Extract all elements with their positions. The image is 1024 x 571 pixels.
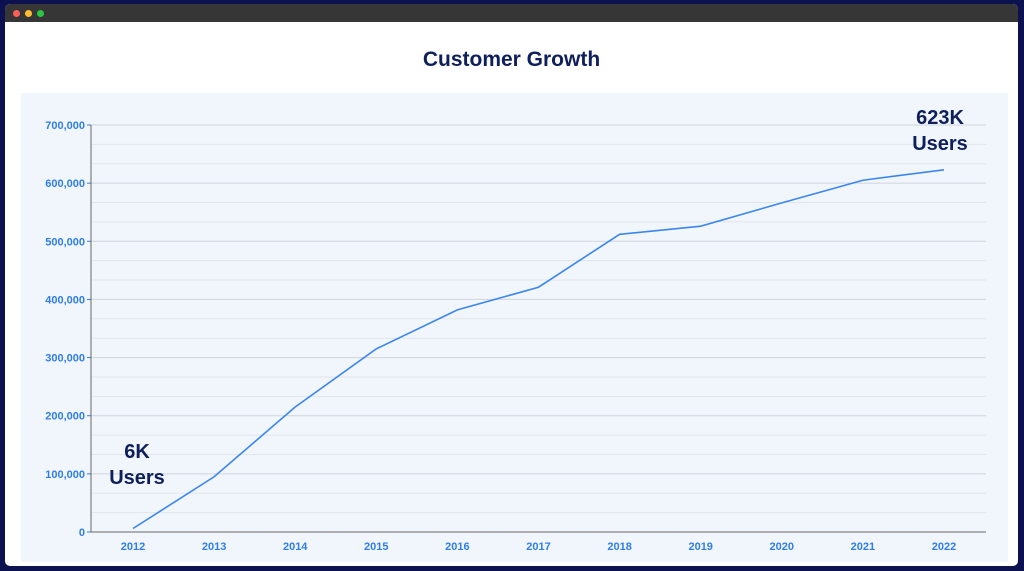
y-tick-label: 600,000 — [45, 178, 85, 190]
x-tick-label: 2019 — [688, 541, 712, 553]
annotation-label: Users — [109, 467, 165, 489]
line-chart: 0 100,000 200,000 300,000 400,000 500,000 600,… — [45, 107, 986, 553]
x-tick-label: 2014 — [283, 541, 308, 553]
browser-window: Customer Growth 0 100,000 200,000 300,000 40… — [5, 4, 1018, 566]
x-tick-label: 2013 — [202, 541, 226, 553]
y-tick-label: 300,000 — [45, 353, 85, 365]
y-tick-label: 200,000 — [45, 411, 85, 423]
x-tick-label: 2015 — [364, 541, 388, 553]
annotation-value: 623K — [916, 107, 964, 129]
annotation-label: Users — [912, 133, 968, 155]
x-tick-label: 2020 — [770, 541, 794, 553]
minimize-button[interactable] — [25, 10, 32, 17]
y-tick-label: 500,000 — [45, 236, 85, 248]
y-tick-label: 400,000 — [45, 294, 85, 306]
series-line — [132, 168, 945, 530]
y-tick-label: 100,000 — [45, 469, 85, 481]
annotation-value: 6K — [124, 441, 150, 463]
x-tick-label: 2017 — [526, 541, 550, 553]
x-tick-label: 2016 — [445, 541, 469, 553]
y-tick-label: 700,000 — [45, 120, 85, 132]
title-bar — [5, 4, 1018, 22]
x-tick-label: 2022 — [932, 541, 956, 553]
x-tick-label: 2018 — [607, 541, 631, 553]
chart-title: Customer Growth — [422, 48, 601, 71]
close-button[interactable] — [13, 10, 20, 17]
y-tick-label: 0 — [79, 527, 85, 539]
maximize-button[interactable] — [37, 10, 44, 17]
chart-panel: 0 100,000 200,000 300,000 400,000 500,000 600,… — [21, 93, 1008, 562]
x-tick-label: 2012 — [121, 541, 145, 553]
x-tick-label: 2021 — [851, 541, 875, 553]
